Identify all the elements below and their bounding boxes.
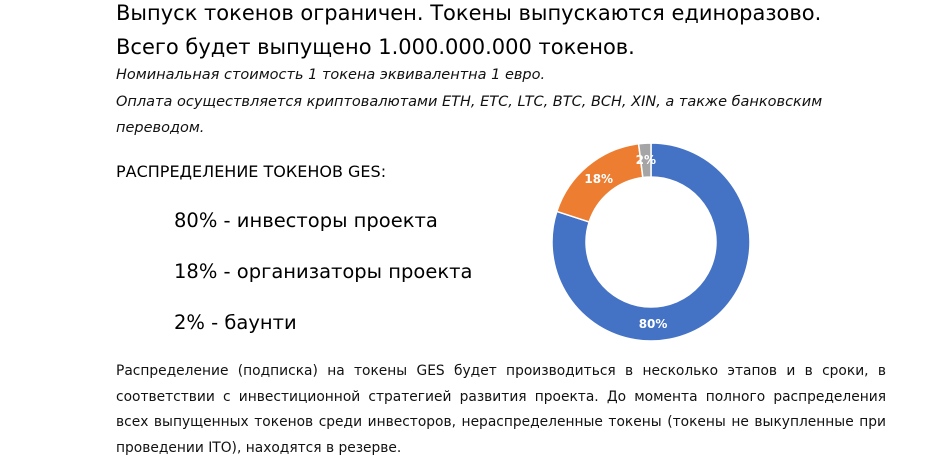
distribution-heading: РАСПРЕДЕЛЕНИЕ ТОКЕНОВ GES:: [116, 162, 387, 181]
distribution-paragraph: Распределение (подписка) на токены GES б…: [116, 363, 886, 456]
donut-label-bounty: 2%: [636, 153, 656, 167]
donut-chart-svg: 80% 18% 2%: [551, 142, 751, 342]
donut-label-investors: 80%: [639, 317, 668, 331]
token-distribution-chart: 80% 18% 2%: [545, 142, 761, 342]
note-nominal-value: Номинальная стоимость 1 токена эквивален…: [116, 67, 546, 83]
donut-slice-bounty: [637, 142, 652, 179]
donut-label-organizers: 18%: [584, 172, 613, 186]
headline-limited-issue: Выпуск токенов ограничен. Токены выпуска…: [116, 1, 822, 25]
distribution-item-organizers: 18% - организаторы проекта: [174, 260, 473, 283]
headline-total-tokens: Всего будет выпущено 1.000.000.000 токен…: [116, 35, 635, 59]
distribution-item-investors: 80% - инвесторы проекта: [174, 209, 438, 232]
distribution-item-bounty: 2% - баунти: [174, 311, 297, 334]
note-payment-methods: Оплата осуществляется криптовалютами ETH…: [116, 94, 823, 110]
donut-slice-investors: [551, 142, 751, 342]
note-payment-methods-cont: переводом.: [116, 120, 205, 136]
